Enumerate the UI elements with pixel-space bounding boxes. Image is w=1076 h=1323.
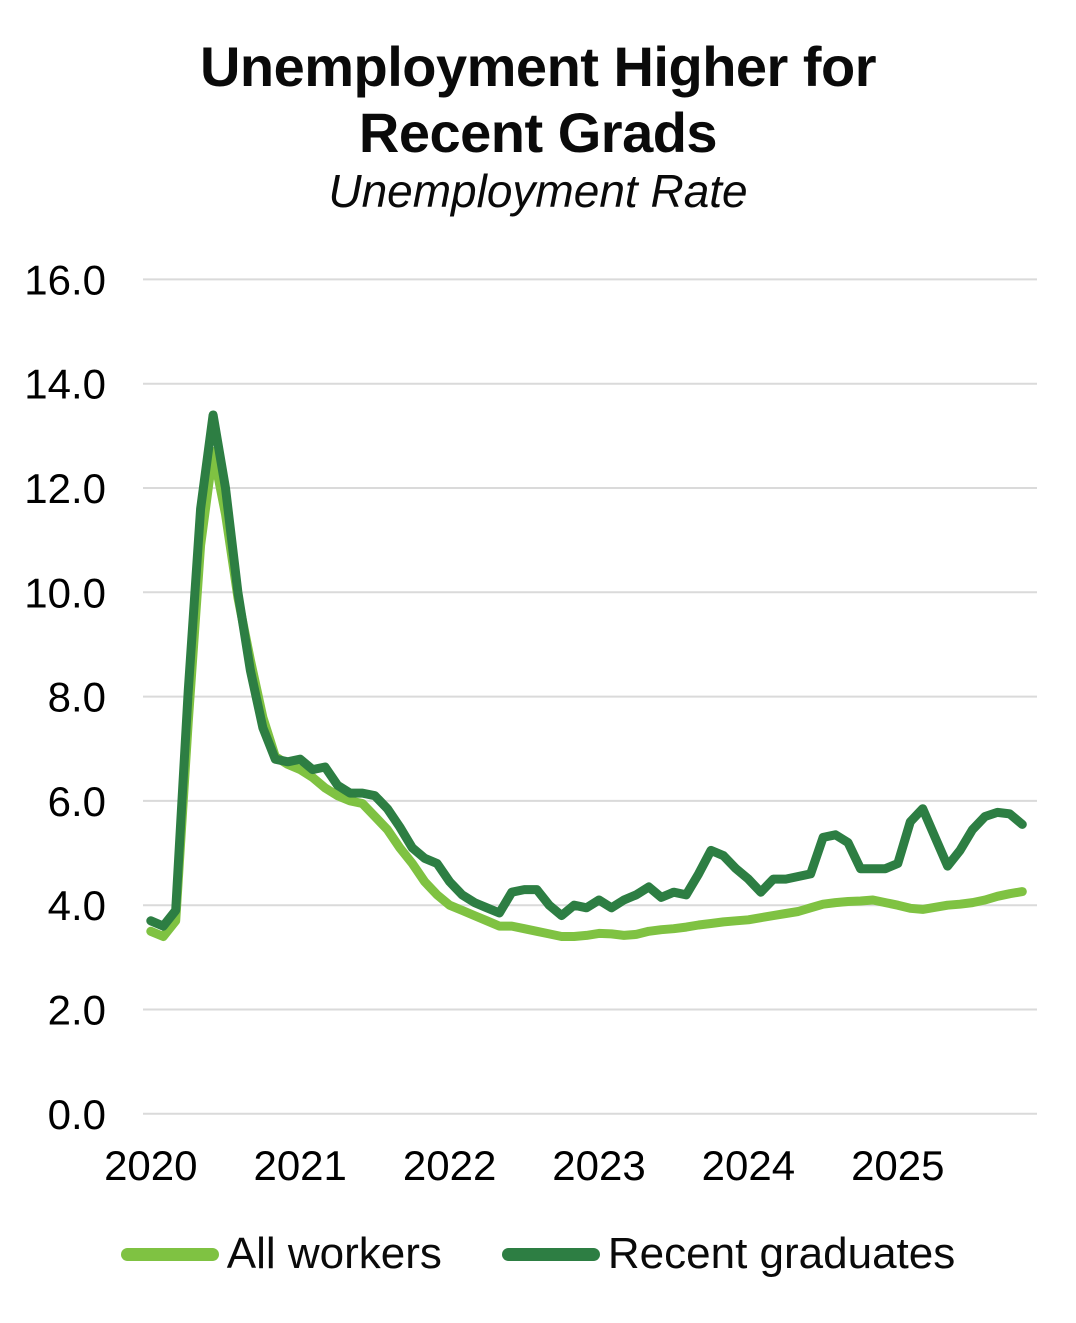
all-workers-swatch xyxy=(120,1247,219,1261)
legend-label-all-workers: All workers xyxy=(226,1229,442,1278)
chart-subtitle: Unemployment Rate xyxy=(328,165,748,217)
y-tick-label: 10.0 xyxy=(24,569,106,616)
x-tick-label: 2021 xyxy=(253,1142,346,1189)
chart-legend: All workers Recent graduates xyxy=(0,1228,1076,1280)
series-line-all-workers xyxy=(146,447,1027,941)
legend-item-all-workers: All workers xyxy=(120,1228,442,1280)
x-tick-label: 2023 xyxy=(552,1142,645,1189)
y-tick-label: 8.0 xyxy=(48,674,106,721)
legend-label-recent-graduates: Recent graduates xyxy=(607,1229,956,1278)
series-line-recent-graduates xyxy=(146,410,1027,931)
x-tick-label: 2025 xyxy=(851,1142,944,1189)
y-tick-label: 16.0 xyxy=(24,256,106,303)
x-tick-label: 2022 xyxy=(403,1142,496,1189)
x-tick-label: 2024 xyxy=(702,1142,795,1189)
y-tick-label: 0.0 xyxy=(48,1091,106,1138)
title-line-2: Recent Grads xyxy=(358,101,718,164)
x-tick-label: 2020 xyxy=(104,1142,197,1189)
y-tick-label: 6.0 xyxy=(48,778,106,825)
title-line-1: Unemployment Higher for xyxy=(199,35,877,98)
y-tick-label: 4.0 xyxy=(48,882,106,929)
legend-item-recent-graduates: Recent graduates xyxy=(501,1228,956,1280)
y-tick-label: 12.0 xyxy=(24,465,106,512)
page-title: Unemployment Higher for Recent Grads xyxy=(0,34,1076,166)
y-tick-label: 2.0 xyxy=(48,987,106,1034)
y-tick-label: 14.0 xyxy=(24,361,106,408)
recent-graduates-swatch xyxy=(501,1247,600,1261)
